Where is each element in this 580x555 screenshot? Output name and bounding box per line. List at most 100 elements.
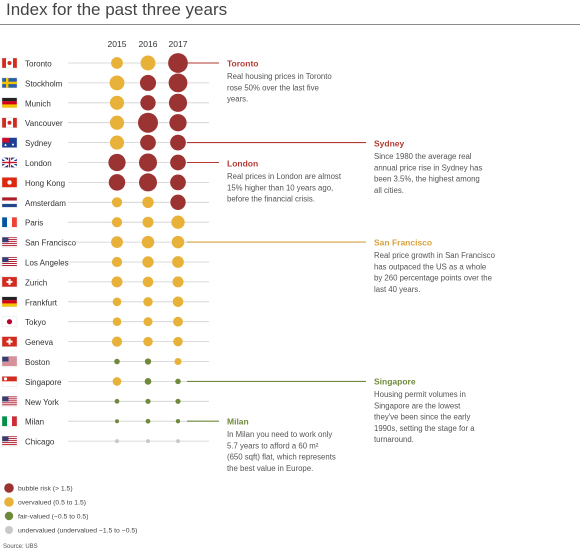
bubble-milan-2015: [115, 419, 119, 424]
france-flag: [1, 216, 18, 228]
annotation-title-sydney: Sydney: [374, 139, 405, 149]
annotation-text-singapore-2: Singapore are the lowest: [374, 401, 461, 410]
legend-label-overvalued: overvalued (0.5 to 1.5): [18, 500, 86, 507]
bubble-geneva-2017: [173, 336, 183, 347]
bubble-frankfurt-2015: [112, 297, 122, 307]
city-label-los-angeles: Los Angeles: [25, 259, 69, 268]
bubble-los-angeles-2016: [142, 256, 154, 268]
bubble-frankfurt-2017: [172, 296, 184, 308]
annotation-text-san-francisco-1: Real price growth in San Francisco: [374, 251, 496, 260]
bubble-munich-2017: [168, 93, 188, 112]
annotation-text-san-francisco-3: by 260 percentage points over the: [374, 274, 492, 283]
netherlands-flag: [1, 197, 18, 208]
bubble-chicago-2017: [176, 439, 180, 444]
bubble-hong-kong-2016: [138, 173, 158, 192]
city-label-boston: Boston: [25, 358, 50, 367]
city-label-munich: Munich: [25, 99, 51, 108]
city-label-geneva: Geneva: [25, 338, 54, 347]
annotation-text-milan-4: the best value in Europe.: [227, 464, 313, 473]
annotation-text-milan-2: 5.7 years to afford a 60 m²: [227, 441, 319, 450]
legend-label-fair: fair-valued (−0.5 to 0.5): [18, 514, 88, 521]
bubble-vancouver-2015: [109, 115, 125, 130]
annotation-text-san-francisco-2: has outpaced the US as a whole: [374, 262, 486, 271]
hongkong-flag: [1, 177, 18, 188]
annotation-text-singapore-1: Housing permit volumes in: [374, 390, 466, 399]
year-label-2015: 2015: [108, 39, 127, 49]
bubble-paris-2017: [171, 215, 185, 229]
annotation-text-toronto-1: Real housing prices in Toronto: [227, 72, 332, 81]
city-label-amsterdam: Amsterdam: [25, 199, 66, 208]
sweden-flag: [1, 77, 18, 89]
bubble-toronto-2016: [140, 55, 156, 71]
city-label-hong-kong: Hong Kong: [25, 179, 65, 188]
bubble-stockholm-2015: [109, 75, 125, 91]
bubble-new-york-2017: [175, 398, 181, 404]
bubble-london-2017: [170, 154, 186, 171]
bubble-singapore-2017: [175, 378, 181, 385]
germany-flag: [1, 97, 18, 109]
city-label-tokyo: Tokyo: [25, 318, 46, 327]
legend-label-undervalued: undervalued (undervalued −1.5 to −0.5): [18, 528, 137, 535]
annotation-text-sydney-4: all cities.: [374, 186, 404, 195]
bubble-san-francisco-2015: [111, 236, 123, 248]
bubble-frankfurt-2016: [143, 297, 153, 307]
bubble-london-2016: [138, 153, 158, 172]
city-label-milan: Milan: [25, 418, 44, 427]
bubble-stockholm-2016: [139, 74, 157, 91]
annotation-text-singapore-3: they've been since the early: [374, 413, 471, 422]
singapore-flag: [1, 376, 18, 387]
city-label-vancouver: Vancouver: [25, 119, 63, 128]
bubble-boston-2015: [114, 358, 120, 365]
bubble-hong-kong-2017: [170, 174, 186, 191]
city-label-paris: Paris: [25, 219, 43, 228]
annotation-text-singapore-4: 1990s, setting the stage for a: [374, 424, 475, 433]
bubble-zurich-2016: [142, 276, 154, 288]
italy-flag: [1, 416, 18, 427]
bubble-munich-2015: [109, 95, 125, 110]
swiss-flag: [1, 276, 18, 288]
bubble-sydney-2015: [109, 135, 125, 150]
australia-flag: [1, 137, 18, 148]
annotation-title-singapore: Singapore: [374, 377, 416, 387]
annotation-text-milan-3: (650 sqft) flat, which represents: [227, 453, 336, 462]
city-label-london: London: [25, 159, 52, 168]
legend-swatch-bubble: [4, 483, 14, 493]
bubble-san-francisco-2016: [141, 235, 155, 249]
year-label-2017: 2017: [169, 39, 188, 49]
bubble-milan-2017: [175, 419, 181, 424]
bubble-zurich-2015: [111, 276, 123, 288]
city-label-stockholm: Stockholm: [25, 79, 63, 88]
city-label-zurich: Zurich: [25, 278, 47, 287]
legend-label-bubble: bubble risk (> 1.5): [18, 486, 73, 493]
us-flag: [1, 256, 18, 268]
bubble-chicago-2015: [115, 439, 119, 444]
bubble-zurich-2017: [172, 276, 184, 288]
bubble-paris-2016: [142, 216, 154, 228]
annotation-text-san-francisco-4: last 40 years.: [374, 285, 420, 294]
legend-swatch-fair: [4, 511, 14, 521]
annotation-text-sydney-3: been 3.5%, the highest among: [374, 175, 480, 184]
annotation-text-sydney-1: Since 1980 the average real: [374, 152, 472, 161]
bubble-singapore-2016: [144, 378, 152, 385]
bubble-san-francisco-2017: [171, 235, 185, 249]
japan-flag: [1, 316, 18, 327]
annotation-text-milan-1: In Milan you need to work only: [227, 430, 332, 439]
bubble-los-angeles-2017: [172, 256, 184, 268]
us-flag: [1, 396, 18, 407]
bubble-geneva-2016: [143, 336, 153, 347]
annotation-text-singapore-5: turnaround.: [374, 435, 414, 444]
bubble-london-2015: [108, 153, 126, 172]
title-divider: [0, 24, 580, 25]
bubble-toronto-2015: [111, 57, 123, 69]
bubble-geneva-2015: [111, 336, 123, 347]
bubble-toronto-2017: [168, 53, 188, 73]
bubble-munich-2016: [140, 95, 156, 111]
bubble-sydney-2017: [170, 134, 186, 151]
annotation-title-san-francisco: San Francisco: [374, 238, 432, 248]
bubble-singapore-2015: [112, 377, 122, 386]
bubble-vancouver-2017: [169, 114, 187, 132]
bubble-new-york-2016: [145, 398, 151, 404]
annotation-text-toronto-2: rose 50% over the last five: [227, 83, 319, 92]
bubble-amsterdam-2017: [170, 194, 186, 210]
